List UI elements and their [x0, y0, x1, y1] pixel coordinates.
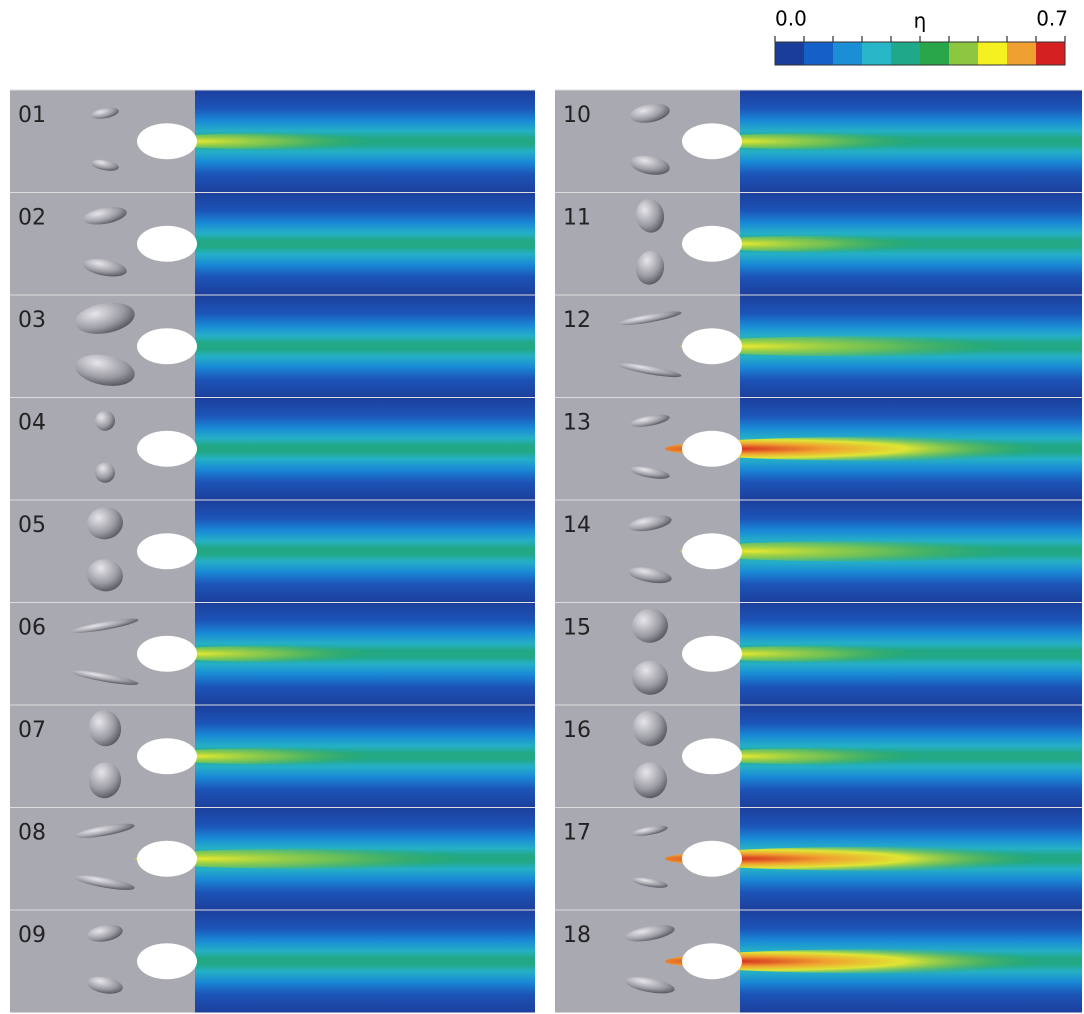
hole — [682, 738, 742, 774]
panel: 06 — [10, 603, 535, 706]
panel: 07 — [10, 705, 535, 808]
panel-label: 10 — [563, 103, 591, 128]
hole — [682, 226, 742, 262]
panel: 15 — [555, 603, 1082, 706]
panel: 08 — [10, 808, 535, 911]
figure: 0.0 η 0.7 01 02 03 04 05 06 07 08 09 10 11 12 13 14 15… — [0, 0, 1084, 1014]
panel: 05 — [10, 500, 535, 603]
hole — [137, 943, 197, 979]
panel-label: 06 — [18, 616, 46, 641]
panel: 03 — [10, 295, 535, 398]
panel-label: 09 — [18, 923, 46, 948]
colorbar: 0.0 η 0.7 — [775, 7, 1068, 66]
panel-label: 15 — [563, 616, 591, 641]
panel: 11 — [555, 193, 1082, 296]
hole — [137, 738, 197, 774]
panel: 02 — [10, 193, 535, 296]
panel: 01 — [10, 90, 535, 193]
colorbar-symbol: η — [914, 9, 927, 33]
colorbar-segment — [1007, 42, 1036, 65]
panel-label: 13 — [563, 411, 591, 436]
panel-label: 04 — [18, 411, 46, 436]
colorbar-min: 0.0 — [775, 7, 807, 31]
panel-label: 03 — [18, 308, 46, 333]
colorbar-segment — [804, 42, 833, 65]
panel: 18 — [555, 910, 1084, 1013]
panel-label: 05 — [18, 513, 46, 538]
colorbar-segment — [1036, 42, 1065, 65]
hole — [682, 328, 742, 364]
panel: 17 — [555, 808, 1084, 911]
panel: 16 — [555, 705, 1082, 808]
hole — [137, 533, 197, 569]
colorbar-segment — [920, 42, 949, 65]
colorbar-segment — [949, 42, 978, 65]
colorbar-segment — [891, 42, 920, 65]
flow-field — [195, 398, 535, 501]
hole — [682, 533, 742, 569]
panel-label: 02 — [18, 206, 46, 231]
panel: 12 — [555, 295, 1082, 398]
panels: 01 02 03 04 05 06 07 08 09 10 11 12 13 14 15 16 17 18 — [10, 90, 1084, 1013]
colorbar-scale — [775, 36, 1065, 65]
panel-label: 14 — [563, 513, 591, 538]
flow-field — [195, 295, 535, 398]
panel-label: 16 — [563, 718, 591, 743]
flow-field — [195, 910, 535, 1013]
colorbar-max: 0.7 — [1036, 7, 1068, 31]
hole — [682, 943, 742, 979]
hole — [137, 841, 197, 877]
panel-label: 01 — [18, 103, 46, 128]
hole — [682, 431, 742, 467]
colorbar-segment — [775, 42, 804, 65]
hole — [137, 328, 197, 364]
panel: 14 — [555, 500, 1082, 603]
hole — [137, 123, 197, 159]
panel-label: 12 — [563, 308, 591, 333]
hole — [137, 636, 197, 672]
flow-field — [195, 193, 535, 296]
colorbar-segment — [978, 42, 1007, 65]
panel-label: 17 — [563, 821, 591, 846]
panel: 10 — [555, 90, 1082, 193]
panel-label: 11 — [563, 206, 591, 231]
panel: 09 — [10, 910, 535, 1013]
colorbar-segment — [862, 42, 891, 65]
panel: 04 — [10, 398, 535, 501]
panel-label: 07 — [18, 718, 46, 743]
colorbar-segment — [833, 42, 862, 65]
hole — [137, 226, 197, 262]
panel: 13 — [555, 398, 1084, 501]
hole — [682, 123, 742, 159]
panel-label: 18 — [563, 923, 591, 948]
panel-label: 08 — [18, 821, 46, 846]
hole — [137, 431, 197, 467]
flow-field — [195, 500, 535, 603]
hole — [682, 636, 742, 672]
hole — [682, 841, 742, 877]
